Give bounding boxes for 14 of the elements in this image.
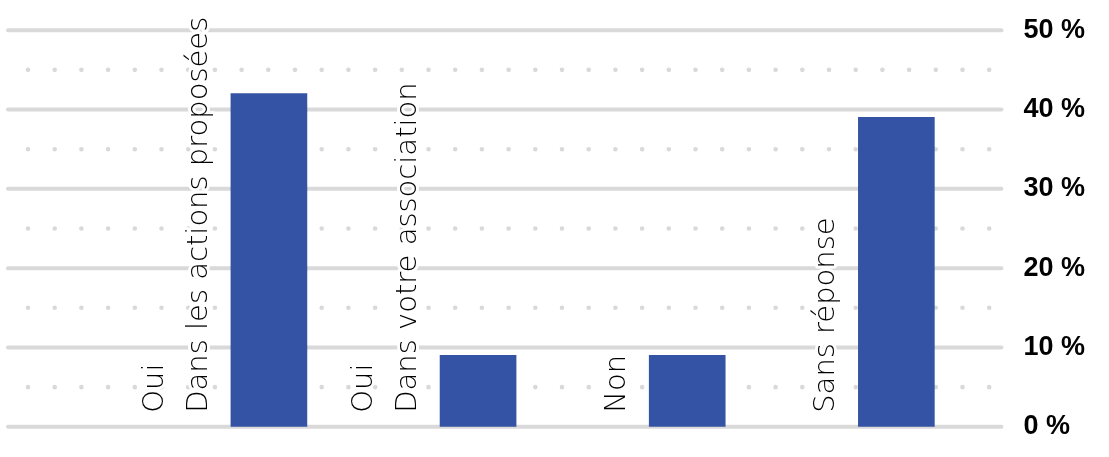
- y-tick-label: 50 %: [1023, 13, 1086, 44]
- bar: [439, 355, 517, 427]
- x-tick-label: Oui Dans les actions proposées: [135, 16, 214, 413]
- y-tick-label: 30 %: [1023, 172, 1086, 203]
- y-tick-label: 40 %: [1023, 92, 1086, 123]
- x-tick-label: Non: [598, 354, 633, 413]
- bar: [648, 355, 726, 427]
- bar: [858, 117, 935, 427]
- x-tick-label: Oui Dans votre association: [345, 82, 424, 413]
- y-tick-label: 0 %: [1023, 410, 1070, 441]
- bar: [230, 93, 308, 427]
- y-tick-label: 20 %: [1023, 251, 1086, 282]
- y-tick-label: 10 %: [1023, 330, 1086, 361]
- x-tick-label: Sans réponse: [807, 217, 842, 413]
